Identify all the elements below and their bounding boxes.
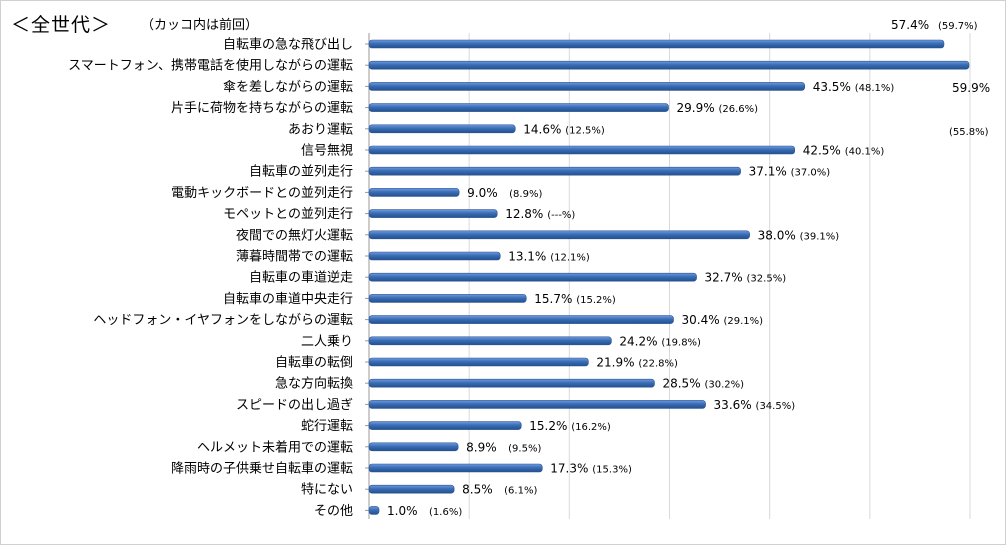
previous-label: (48.1%) xyxy=(855,83,895,94)
bar xyxy=(368,145,796,155)
category-label: あおり運転 xyxy=(288,122,353,137)
bar xyxy=(368,400,706,409)
category-label: 夜間での無灯火運転 xyxy=(236,228,353,243)
bar xyxy=(368,188,460,197)
bar xyxy=(368,378,655,388)
value-label: 59.9% xyxy=(952,81,990,95)
value-label: 24.2% xyxy=(619,334,657,348)
chart-title: ＜全世代＞ xyxy=(11,14,112,36)
category-label: ヘルメット未着用での運転 xyxy=(197,439,353,455)
value-label: 42.5% xyxy=(803,144,841,158)
previous-label: (30.2%) xyxy=(704,380,744,391)
category-label: ヘッドフォン・イヤフォンをしながらの運転 xyxy=(93,313,353,328)
previous-label: (34.5%) xyxy=(756,401,796,412)
bar xyxy=(368,357,589,367)
value-label: 32.7% xyxy=(705,271,743,285)
value-label: 29.9% xyxy=(676,101,714,115)
value-label: 12.8% xyxy=(505,207,543,221)
category-label: スピードの出し過ぎ xyxy=(236,398,353,413)
value-label: 33.6% xyxy=(714,398,752,412)
bar xyxy=(368,103,669,112)
previous-label: (12.5%) xyxy=(565,125,605,136)
value-label: 8.9% xyxy=(466,440,497,454)
value-label: 43.5% xyxy=(813,80,851,94)
previous-label: (59.7%) xyxy=(938,21,978,32)
bar xyxy=(368,506,380,515)
category-label: 電動キックボードとの並列走行 xyxy=(171,186,353,201)
value-label: 15.2% xyxy=(529,419,567,433)
previous-label: (15.3%) xyxy=(592,465,632,476)
previous-label: (12.1%) xyxy=(550,253,590,264)
bar xyxy=(368,209,498,218)
category-label: 自転車の車道逆走 xyxy=(249,270,353,286)
category-label: スマートフォン、携帯電話を使用しながらの運転 xyxy=(68,58,353,74)
value-label: 13.1% xyxy=(508,250,546,264)
value-label: 28.5% xyxy=(662,377,700,391)
bar xyxy=(368,272,697,282)
value-label: 17.3% xyxy=(550,462,588,476)
bar xyxy=(368,294,527,303)
previous-label: (---%) xyxy=(547,210,575,221)
previous-label: (55.8%) xyxy=(949,127,989,138)
previous-label: (16.2%) xyxy=(571,422,611,433)
value-label: 14.6% xyxy=(523,122,561,136)
value-label: 37.1% xyxy=(749,165,787,179)
value-label: 15.7% xyxy=(534,292,572,306)
category-label: 蛇行運転 xyxy=(301,419,353,434)
category-label: 自転車の急な飛び出し xyxy=(223,38,353,53)
bar xyxy=(368,82,806,91)
value-label: 8.5% xyxy=(462,483,493,497)
bar xyxy=(368,39,945,49)
value-label: 21.9% xyxy=(596,356,634,370)
previous-label: (22.8%) xyxy=(638,359,678,370)
category-label: 急な方向転換 xyxy=(275,376,353,392)
bar xyxy=(368,336,612,346)
previous-label: (6.1%) xyxy=(504,486,537,497)
bar xyxy=(368,463,543,473)
category-label: 信号無視 xyxy=(301,144,353,159)
previous-label: (29.1%) xyxy=(724,316,764,327)
category-label: その他 xyxy=(314,504,353,519)
category-label: 降雨時の子供乗せ自転車の運転 xyxy=(171,462,353,477)
category-label: 自転車の転倒 xyxy=(275,356,353,371)
previous-label: (1.6%) xyxy=(429,507,462,518)
bar xyxy=(368,124,516,134)
bar xyxy=(368,315,674,324)
category-label: 傘を差しながらの運転 xyxy=(223,80,353,95)
previous-label: (26.6%) xyxy=(718,104,758,115)
category-label: 自転車の並列走行 xyxy=(249,165,353,180)
chart-subtitle: （カッコ内は前回） xyxy=(141,18,259,33)
previous-label: (39.1%) xyxy=(800,231,840,242)
bar xyxy=(368,421,522,430)
value-label: 38.0% xyxy=(758,228,796,242)
category-label: 薄暮時間帯での運転 xyxy=(236,250,353,265)
value-label: 1.0% xyxy=(387,504,418,518)
value-label: 30.4% xyxy=(682,313,720,327)
bar xyxy=(368,442,459,452)
category-label: モペットとの並列走行 xyxy=(223,207,353,222)
previous-label: (15.2%) xyxy=(576,295,616,306)
bar xyxy=(368,230,750,240)
previous-label: (9.5%) xyxy=(508,443,541,454)
bar xyxy=(368,251,501,261)
bar xyxy=(368,484,455,494)
value-label: 9.0% xyxy=(467,186,498,200)
bar xyxy=(368,60,970,70)
value-label: 57.4% xyxy=(891,18,929,32)
category-label: 自転車の車道中央走行 xyxy=(223,292,353,307)
previous-label: (8.9%) xyxy=(509,189,542,200)
category-label: 片手に荷物を持ちながらの運転 xyxy=(171,101,353,116)
previous-label: (40.1%) xyxy=(845,147,885,158)
previous-label: (32.5%) xyxy=(747,274,787,285)
previous-label: (37.0%) xyxy=(791,168,831,179)
bar xyxy=(368,166,741,176)
category-label: 二人乗り xyxy=(301,334,353,349)
previous-label: (19.8%) xyxy=(661,337,701,348)
category-label: 特にない xyxy=(301,483,353,498)
